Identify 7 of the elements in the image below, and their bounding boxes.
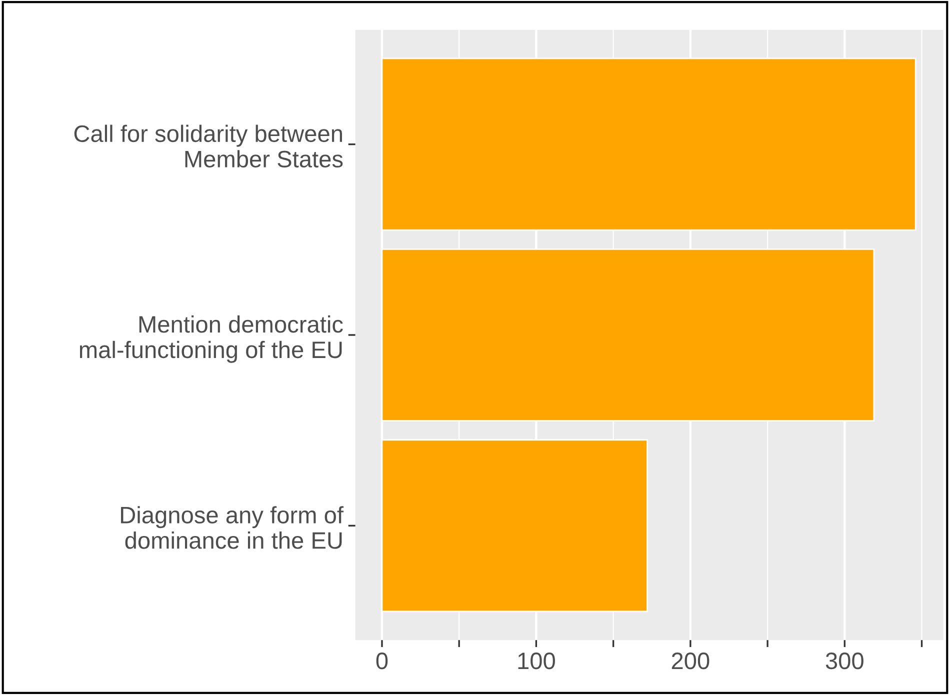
y-tick-label: Diagnose any form of dominance in the EU (121, 506, 344, 549)
x-tick-label: 300 (826, 652, 864, 670)
x-tick-label: 0 (376, 652, 388, 670)
x-tick-label: 100 (518, 652, 555, 670)
y-tick-label: Mention democratic mal-functioning of the EU (80, 315, 343, 363)
y-tick-label: Call for solidarity between Member States (74, 124, 343, 168)
x-tick-label: 200 (672, 652, 710, 670)
